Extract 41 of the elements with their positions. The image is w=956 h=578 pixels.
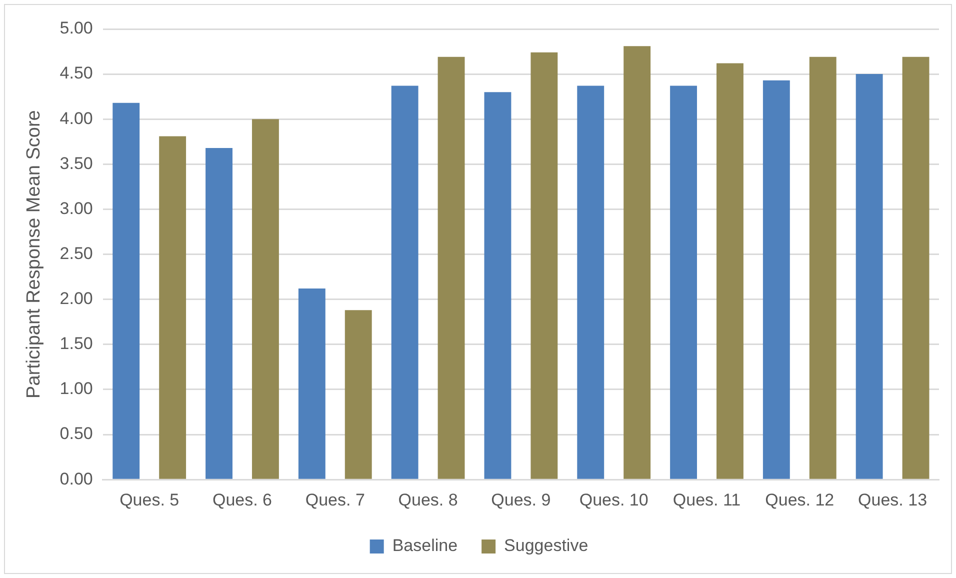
y-tick-label: 0.00: [60, 469, 93, 488]
y-tick-label: 3.00: [60, 198, 93, 218]
bar: [716, 63, 744, 479]
bar: [577, 86, 604, 479]
bar: [856, 74, 883, 479]
bar: [670, 86, 697, 479]
x-tick-label: Ques. 12: [765, 490, 834, 510]
bar: [438, 56, 465, 479]
y-tick-label: 2.00: [60, 289, 93, 308]
y-tick-label: 2.50: [60, 244, 93, 263]
x-tick-label: Ques. 9: [491, 490, 551, 510]
x-tick-label: Ques. 10: [579, 490, 648, 510]
x-tick-label: Ques. 8: [398, 490, 458, 510]
x-tick-label: Ques. 5: [120, 490, 180, 510]
y-tick-label: 1.50: [60, 334, 93, 354]
bar: [206, 148, 232, 479]
x-tick-label: Ques. 11: [672, 490, 741, 510]
bar: [624, 46, 651, 479]
bar: [298, 288, 326, 479]
bar: [252, 119, 279, 479]
y-tick-label: 4.50: [60, 64, 93, 83]
bar: [484, 92, 512, 479]
y-tick-label: 5.00: [60, 18, 93, 38]
bar: [530, 52, 558, 479]
y-tick-label: 0.50: [60, 424, 93, 444]
bar: [344, 310, 372, 479]
y-axis-title: Participant Response Mean Score: [24, 110, 45, 398]
x-tick-label: Ques. 6: [212, 490, 272, 510]
y-tick-label: 1.00: [60, 379, 93, 398]
x-tick-label: Ques. 13: [858, 490, 928, 510]
legend-label: Suggestive: [504, 536, 588, 556]
legend-label: Baseline: [392, 536, 458, 556]
y-tick-label: 3.50: [60, 154, 93, 173]
bar: [159, 136, 186, 479]
bar: [902, 56, 930, 479]
bar: [391, 86, 418, 479]
bar: [762, 80, 790, 479]
x-tick-label: Ques. 7: [305, 490, 365, 510]
y-tick-label: 4.00: [60, 108, 93, 128]
bar: [112, 102, 140, 479]
bar: [809, 56, 836, 479]
